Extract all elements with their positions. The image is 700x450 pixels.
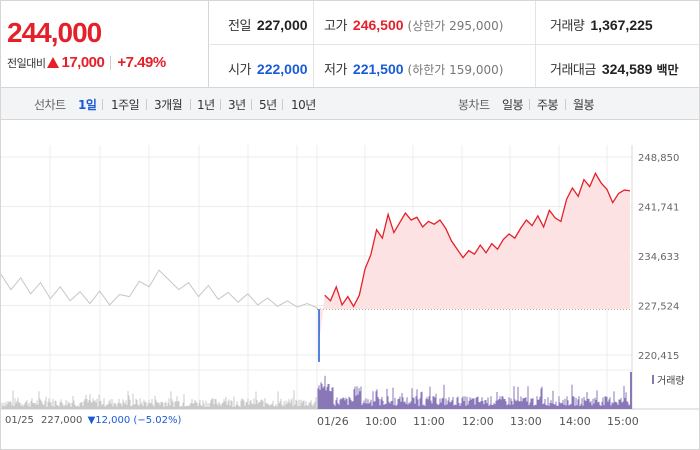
stat-label: 거래대금 [550,63,596,78]
y-tick-label: 248,850 [638,153,679,164]
divider [190,99,191,110]
volume-legend: 거래량 [652,372,685,387]
stat-label: 고가 [324,19,347,34]
y-tick-label: 241,741 [638,203,679,214]
candle-monthly-tab[interactable]: 월봉 [573,98,595,112]
chart-toolbar: 선차트 1일 1주일 3개월 1년 3년 5년 10년 봉차트 일봉 주봉 월봉 [0,88,700,120]
stat-label: 저가 [324,63,347,78]
stat-value: 246,500 [352,17,404,33]
y-tick-label: 220,415 [638,351,679,362]
divider [251,99,252,110]
stat-value: 324,589 [601,61,653,77]
prev-day-close: 227,000 [41,415,83,426]
stat-value: 221,500 [352,61,404,77]
divider [220,99,221,110]
period-1w-tab[interactable]: 1주일 [111,98,140,112]
upper-limit: (상한가 295,000) [407,19,504,33]
candle-daily-tab[interactable]: 일봉 [502,98,524,112]
period-3y-tab[interactable]: 3년 [228,98,246,112]
stat-amount: 거래대금 324,589 백만 [550,59,679,78]
quote-header: 244,000 전일대비 17,000 +7.49% 전일 227,000 고가… [0,0,700,88]
divider [102,99,103,110]
stats-grid: 전일 227,000 고가 246,500 (상한가 295,000) 거래량 … [210,1,699,87]
today-price-line [324,171,631,308]
y-tick-label: 227,524 [638,302,679,313]
chart-svg: 248,850 241,741 234,633 227,524 220,415 01/26… [1,145,699,428]
change-value: 17,000 [61,54,105,71]
x-tick-label: 14:00 [559,415,591,428]
stat-value: 227,000 [256,17,308,33]
prev-day-info: 01/25 227,000 ▼12,000 (−5.02%) [5,415,181,426]
price-chart[interactable]: 248,850 241,741 234,633 227,524 220,415 01/26… [0,120,700,450]
candle-weekly-tab[interactable]: 주봉 [537,98,559,112]
candle-chart-label: 봉차트 [458,98,490,112]
prev-day-date: 01/25 [5,415,34,426]
x-tick-label: 11:00 [413,415,445,428]
period-10y-tab[interactable]: 10년 [291,98,316,112]
stat-label: 전일 [228,19,251,34]
volume-swatch [652,375,654,384]
volume-legend-label: 거래량 [657,376,685,387]
divider [529,99,530,110]
x-tick-label: 01/26 [317,415,349,428]
period-1y-tab[interactable]: 1년 [197,98,215,112]
divider [110,55,112,70]
lower-limit: (하한가 159,000) [407,63,504,77]
stat-value: 222,000 [256,61,308,77]
stat-label: 시가 [228,63,251,78]
period-3m-tab[interactable]: 3개월 [154,98,183,112]
period-1d-tab[interactable]: 1일 [78,98,97,112]
stat-high: 고가 246,500 (상한가 295,000) [324,15,503,34]
prev-day-line [1,269,318,309]
x-tick-label: 10:00 [365,415,397,428]
y-tick-label: 234,633 [638,252,679,263]
divider [210,44,699,45]
change-row: 전일대비 17,000 +7.49% [7,54,166,71]
price-area-fill [319,173,630,344]
stat-unit: 백만 [656,63,679,77]
x-tick-label: 15:00 [607,415,639,428]
x-tick-label: 12:00 [462,415,494,428]
change-label: 전일대비 [7,56,46,70]
stat-prev-close: 전일 227,000 [228,15,308,34]
stat-value: 1,367,225 [590,17,653,33]
divider [282,99,283,110]
prev-day-change: ▼12,000 (−5.02%) [87,415,182,426]
stat-low: 저가 221,500 (하한가 159,000) [324,59,503,78]
line-chart-label: 선차트 [34,98,66,112]
x-tick-label: 13:00 [510,415,542,428]
period-5y-tab[interactable]: 5년 [259,98,277,112]
stat-label: 거래량 [550,19,585,34]
divider [565,99,566,110]
change-percent: +7.49% [117,54,166,71]
current-price: 244,000 [7,17,102,48]
price-summary: 244,000 전일대비 17,000 +7.49% [1,1,209,87]
up-triangle-icon [47,57,60,68]
divider [535,1,536,87]
stat-open: 시가 222,000 [228,59,308,78]
divider [313,1,314,87]
divider [146,99,147,110]
stat-volume: 거래량 1,367,225 [550,15,653,34]
